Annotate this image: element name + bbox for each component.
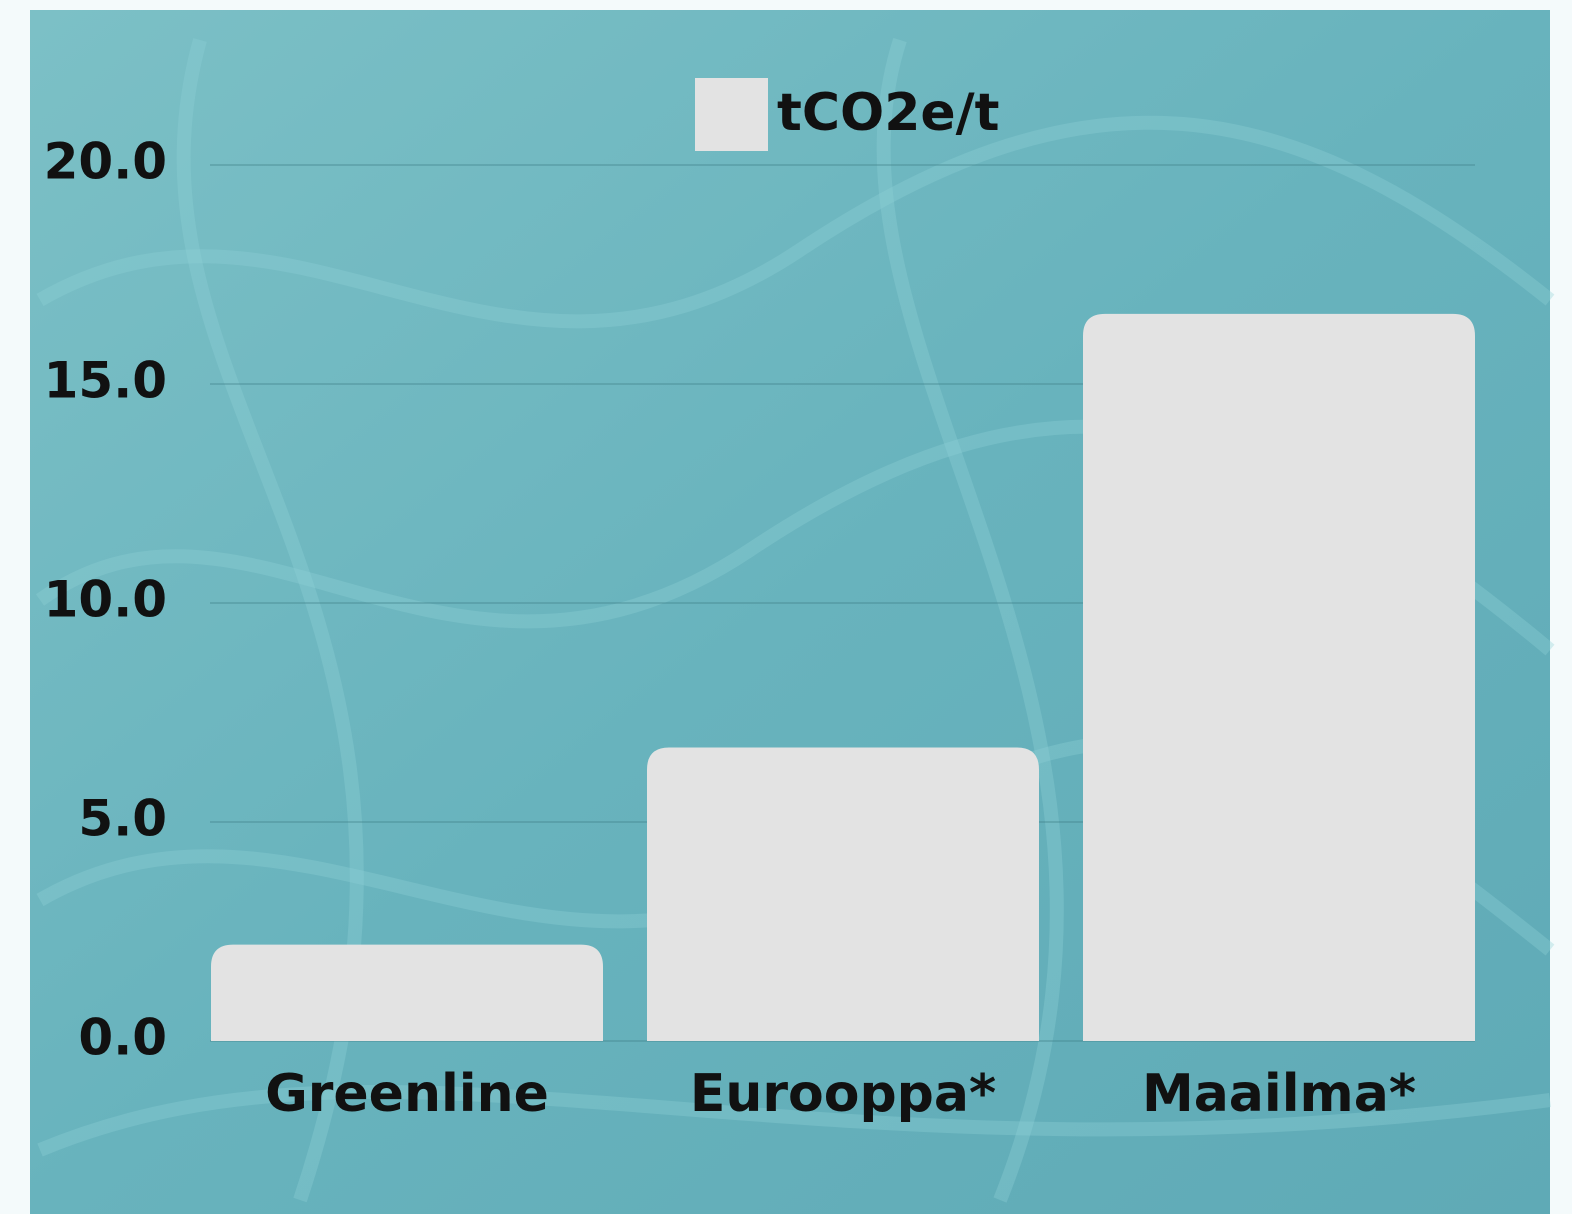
x-tick-label: Greenline — [265, 1064, 549, 1124]
y-tick-label: 5.0 — [78, 790, 167, 848]
x-tick-label: Maailma* — [1142, 1064, 1416, 1124]
y-tick-label: 0.0 — [78, 1009, 167, 1067]
y-tick-label: 10.0 — [44, 571, 167, 629]
y-tick-label: 15.0 — [44, 352, 167, 410]
y-tick-label: 20.0 — [44, 133, 167, 191]
legend-swatch — [695, 78, 768, 151]
bar — [211, 944, 603, 1041]
bar — [647, 747, 1039, 1041]
bar — [1083, 313, 1475, 1041]
x-tick-label: Eurooppa* — [690, 1064, 996, 1124]
legend-label: tCO2e/t — [777, 83, 1000, 143]
plot — [211, 313, 1475, 1041]
